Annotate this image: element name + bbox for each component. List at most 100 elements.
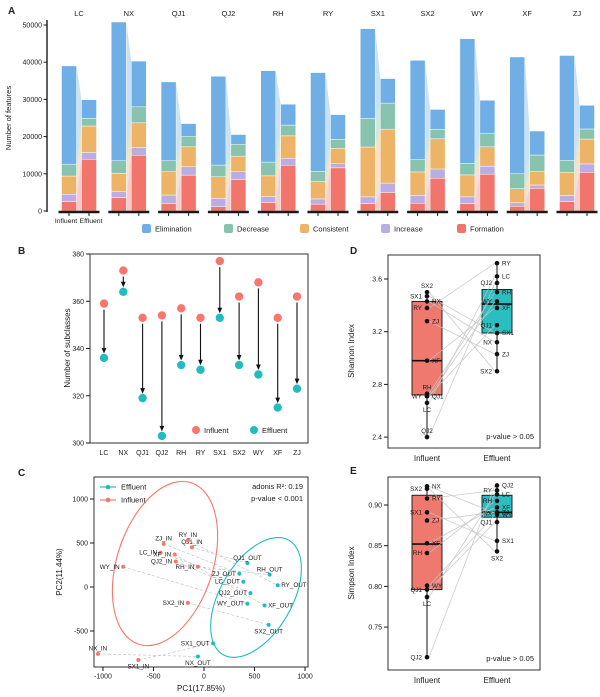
influent-point <box>177 304 186 313</box>
bar-segment-effluent <box>529 184 545 189</box>
flow-ribbon <box>474 133 480 175</box>
bar-segment-effluent <box>131 147 147 156</box>
site-label: WY <box>471 9 483 18</box>
influent-point <box>136 658 141 663</box>
change-arrow-head <box>275 397 281 404</box>
plot-border <box>387 254 541 449</box>
point-label: QJ2 <box>410 654 422 661</box>
influent-point <box>424 518 430 523</box>
bar-segment-effluent <box>330 163 346 169</box>
bar-segment-influent <box>210 206 227 212</box>
bar-segment-influent <box>559 195 575 202</box>
y-axis-title: Number of subclasses <box>63 308 72 387</box>
bar-segment-influent <box>559 55 575 161</box>
flow-ribbon <box>425 60 431 160</box>
pair-connector <box>97 653 198 657</box>
bar-segment-effluent <box>180 146 197 167</box>
influent-point <box>189 545 194 550</box>
pair-connector <box>428 514 496 586</box>
point-label: SX1_OUT <box>181 640 210 647</box>
bar-segment-influent <box>61 175 77 195</box>
pair-connector <box>428 488 496 552</box>
bar-segment-influent <box>409 195 426 204</box>
pair-connector <box>163 543 240 575</box>
point-label: ZJ <box>502 351 509 358</box>
change-arrow-head <box>120 281 126 288</box>
point-label: XF <box>432 358 440 365</box>
flow-ribbon <box>176 146 182 196</box>
bar-segment-influent <box>360 118 376 148</box>
bar-segment-effluent <box>180 123 197 137</box>
bar-segment-effluent <box>429 168 446 179</box>
change-arrow-head <box>101 347 107 354</box>
legend-label: Formation <box>470 225 504 234</box>
influent-point <box>424 305 430 311</box>
flow-ribbon <box>225 144 231 177</box>
flow-ribbon <box>375 129 381 197</box>
flow-ribbon <box>76 118 82 177</box>
influent-point <box>424 434 430 440</box>
group-ellipse <box>210 537 302 658</box>
bar-segment-effluent <box>479 165 496 175</box>
effluent-point <box>494 299 500 304</box>
bar-segment-effluent <box>280 124 296 137</box>
bar-segment-influent <box>260 161 276 177</box>
pair-connector <box>123 566 248 605</box>
bar-segment-effluent <box>479 146 496 167</box>
pair-connector <box>428 276 496 404</box>
point-label: LC <box>423 407 432 414</box>
point-label: XF_IN <box>153 551 171 558</box>
bar-segment-influent <box>210 76 227 166</box>
point-label: ZJ <box>502 510 509 517</box>
flow-ribbon <box>524 184 530 207</box>
change-arrow-head <box>236 355 242 361</box>
point-label: RY <box>432 496 441 503</box>
effluent-point <box>254 370 263 379</box>
legend-effluent-label: Effluent <box>121 483 147 492</box>
influent-point <box>424 299 430 304</box>
point-label: QJ1 <box>480 519 492 526</box>
effluent-point <box>292 384 302 393</box>
site-label: XF <box>522 9 532 18</box>
pair-connector <box>197 566 270 576</box>
y-axis-tick-label: 0.80 <box>368 584 382 591</box>
influent-point <box>157 311 167 320</box>
effluent-point <box>248 591 253 596</box>
y-axis-tick-label: 380 <box>72 252 84 259</box>
change-arrow-head <box>256 364 261 370</box>
point-label: QJ1 <box>410 587 422 594</box>
bar-segment-influent <box>111 173 127 192</box>
point-label: NX_IN <box>89 646 108 653</box>
flow-ribbon <box>425 129 431 172</box>
x-axis-tick-label: QJ1 <box>136 450 149 457</box>
y-axis-tick-label: 340 <box>72 346 84 353</box>
legend-swatch <box>300 224 309 233</box>
effluent-point <box>275 583 280 588</box>
pair-connector <box>428 485 496 658</box>
y-axis-tick-label: 3.6 <box>372 277 382 284</box>
effluent-point <box>494 368 500 374</box>
flow-ribbon <box>275 125 281 176</box>
bar-segment-effluent <box>230 155 247 172</box>
influent-point <box>424 358 430 363</box>
x-category-effluent: Effluent <box>484 454 512 463</box>
site-label: ZJ <box>573 9 582 18</box>
bar-segment-influent <box>459 38 476 164</box>
point-label: SX2 <box>491 555 503 562</box>
point-label: WY <box>412 393 423 400</box>
flow-ribbon <box>126 155 132 211</box>
effluent-point <box>211 641 216 646</box>
influent-point <box>254 278 263 287</box>
bar-segment-influent <box>260 202 276 212</box>
bar-segment-influent <box>459 163 476 176</box>
flow-ribbon <box>524 155 530 189</box>
bar-segment-effluent <box>81 152 97 160</box>
point-label: XF <box>502 305 510 312</box>
bar-segment-influent <box>260 175 276 197</box>
point-label: NX <box>483 510 493 517</box>
y-axis-tick-label: -500 <box>74 629 88 636</box>
effluent-point <box>494 483 500 488</box>
y-axis-tick-label: 50000 <box>23 23 43 30</box>
influent-point <box>158 550 163 555</box>
